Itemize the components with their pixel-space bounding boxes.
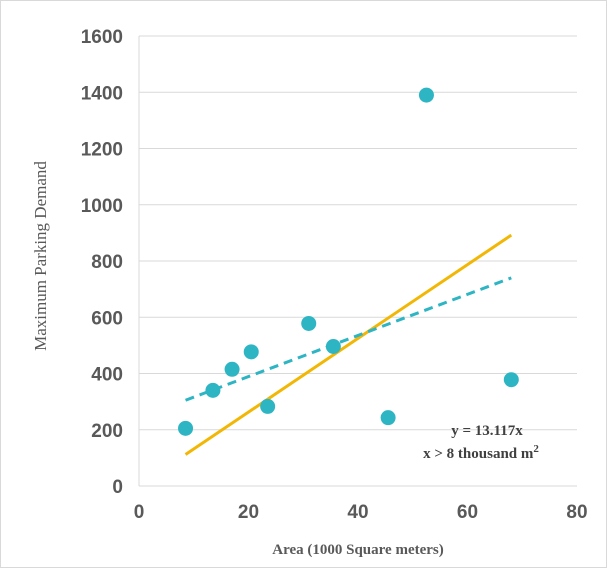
x-tick-labels: 0 20 40 60 80 <box>134 502 588 523</box>
data-point-1 <box>178 420 194 436</box>
y-tick-label-1200: 1200 <box>81 140 123 161</box>
data-point-9 <box>418 87 434 103</box>
condition-superscript: 2 <box>533 443 539 455</box>
y-tick-label-1000: 1000 <box>81 196 123 217</box>
y-tick-label-600: 600 <box>91 308 123 329</box>
y-tick-label-1600: 1600 <box>81 27 123 48</box>
y-tick-label-400: 400 <box>91 365 123 386</box>
y-axis-label: Maximum Parking Demand <box>31 161 50 351</box>
y-tick-label-200: 200 <box>91 421 123 442</box>
data-points <box>178 87 519 436</box>
data-point-6 <box>301 315 317 331</box>
y-tick-label-0: 0 <box>112 477 123 498</box>
model-line <box>184 233 513 456</box>
gridlines <box>138 35 577 487</box>
x-tick-label-20: 20 <box>238 502 259 523</box>
condition-annotation: x > 8 thousand m2 <box>423 443 539 462</box>
y-tick-label-800: 800 <box>91 252 123 273</box>
x-axis-label: Area (1000 Square meters) <box>272 542 444 558</box>
x-tick-label-60: 60 <box>457 502 478 523</box>
data-point-10 <box>503 372 519 388</box>
fit-lines <box>184 233 513 456</box>
data-point-5 <box>260 398 276 414</box>
data-point-3 <box>224 361 240 377</box>
data-point-2 <box>205 382 221 398</box>
equation-annotation: y = 13.117x <box>451 423 523 439</box>
data-point-4 <box>243 344 259 360</box>
x-tick-label-0: 0 <box>134 502 145 523</box>
data-point-7 <box>325 339 341 354</box>
data-point-8 <box>380 410 396 426</box>
condition-text: x > 8 thousand m <box>423 446 534 462</box>
x-tick-label-80: 80 <box>566 502 587 523</box>
linear-trendline <box>185 276 512 402</box>
x-tick-label-40: 40 <box>347 502 368 523</box>
y-tick-labels: 0 200 400 600 800 1000 1200 1400 1600 <box>81 27 123 498</box>
y-tick-label-1400: 1400 <box>81 83 123 104</box>
